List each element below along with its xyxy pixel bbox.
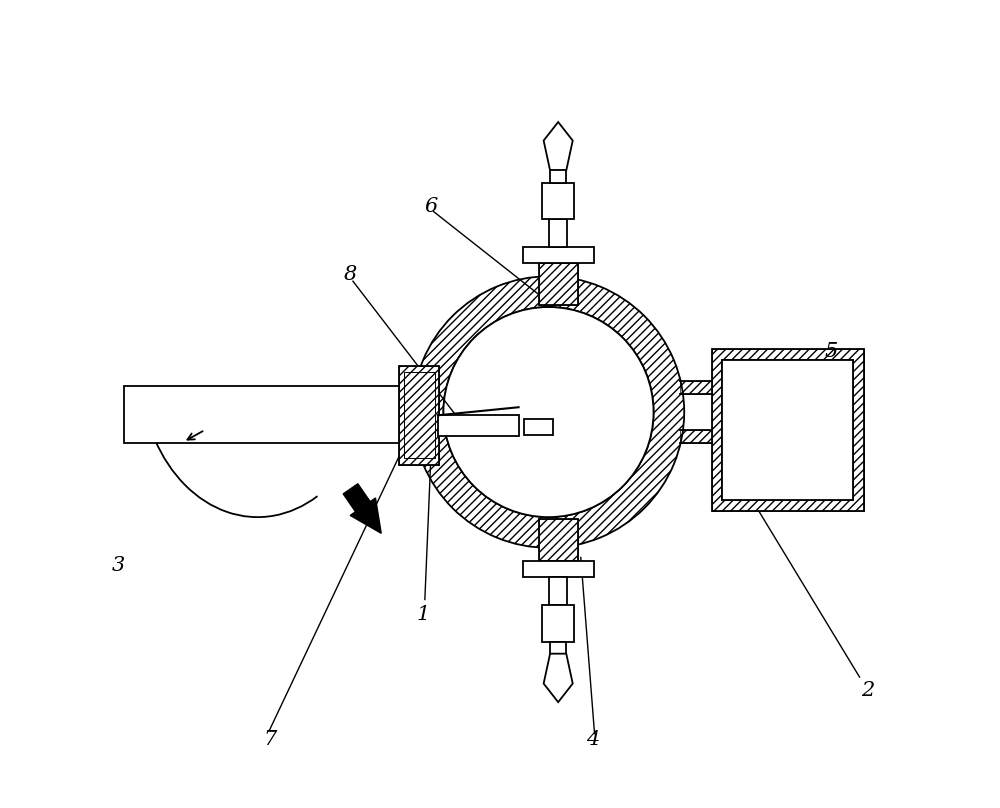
Bar [712,349,864,511]
Bar [523,247,594,263]
Bar [542,605,574,642]
Bar [550,642,566,654]
Bar [680,430,712,443]
Bar [549,219,567,247]
Text: 6: 6 [425,196,438,216]
Circle shape [443,307,654,517]
Bar [722,360,853,500]
Bar [523,561,594,577]
Bar [539,519,578,561]
Text: 4: 4 [586,730,600,749]
Bar [399,366,439,465]
Polygon shape [544,654,573,702]
Bar [539,519,578,561]
Polygon shape [544,122,573,170]
Bar [539,263,578,305]
Bar [438,415,519,436]
Text: 7: 7 [263,730,276,749]
Text: 8: 8 [344,265,357,284]
Text: 5: 5 [825,342,838,361]
Bar [124,386,403,443]
Bar [399,366,439,465]
Text: 3: 3 [112,556,125,575]
Bar [542,183,574,219]
Wedge shape [413,276,684,548]
Bar [404,372,435,458]
Bar [549,577,567,605]
Text: 1: 1 [417,604,430,624]
Bar [550,170,566,183]
Bar [680,381,712,394]
Bar [524,419,553,435]
FancyArrow shape [343,484,381,533]
Text: 2: 2 [861,681,874,701]
Bar [539,263,578,305]
Bar [712,349,864,511]
Bar [722,360,853,500]
